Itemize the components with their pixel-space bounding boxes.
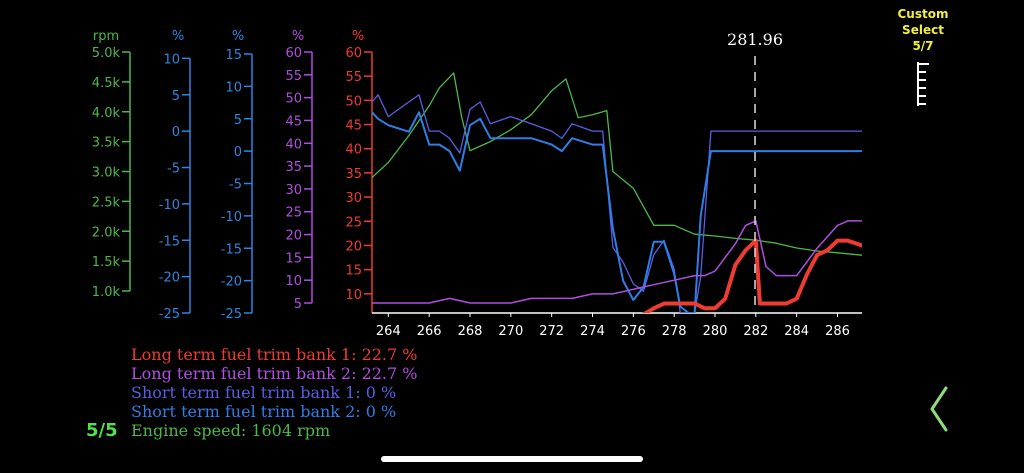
y-tick-label: -10 [221, 210, 242, 225]
y-tick-label: 3.0k [92, 166, 121, 181]
y-tick-label: 10 [163, 52, 180, 67]
y-tick-label: 20 [345, 239, 362, 254]
y-tick-label: 4.5k [92, 76, 121, 91]
y-tick-label: -20 [221, 275, 242, 290]
x-tick-label: 280 [703, 324, 728, 339]
y-axis-unit: % [232, 29, 244, 44]
y-tick-label: 0 [234, 145, 242, 160]
x-tick-label: 284 [784, 324, 809, 339]
y-tick-label: -5 [167, 162, 180, 177]
y-axis-rpm: rpm 5.0k 4.5k 4.0k 3.5k 3.0k 2.5k 2.0k 1.5k 1.0k [92, 29, 131, 300]
y-tick-label: 15 [345, 264, 362, 279]
series-stft-bank2 [372, 111, 862, 313]
x-tick-label: 272 [539, 324, 564, 339]
x-tick-label: 266 [417, 324, 442, 339]
y-tick-label: 3.5k [92, 136, 121, 151]
y-tick-label: 30 [345, 191, 362, 206]
y-axis-ltft1: % 60 55 50 45 40 35 30 25 20 15 10 [345, 29, 373, 313]
legend-engine-speed: Engine speed: 1604 rpm [131, 421, 331, 440]
y-tick-label: 30 [285, 183, 302, 198]
y-tick-label: -25 [159, 307, 180, 322]
y-axis-stft2: % 15 10 5 0 -5 -10 -15 -20 -25 [221, 29, 253, 322]
custom-select-label-2: Select [902, 23, 944, 37]
x-tick-label: 282 [743, 324, 768, 339]
y-axis-unit: rpm [93, 29, 119, 44]
axis-tick-icon [917, 62, 929, 106]
y-tick-label: 35 [345, 167, 362, 182]
y-tick-label: 0 [172, 125, 180, 140]
y-tick-label: 4.0k [92, 106, 121, 121]
cursor-label: 281.96 [727, 30, 783, 49]
x-tick-label: 276 [621, 324, 646, 339]
y-tick-label: 25 [345, 215, 362, 230]
y-tick-label: 40 [285, 137, 302, 152]
y-tick-label: -15 [221, 242, 242, 257]
y-tick-label: 35 [285, 160, 302, 175]
x-tick-label: 270 [498, 324, 523, 339]
y-tick-label: 15 [225, 48, 242, 63]
y-tick-label: 2.0k [92, 225, 121, 240]
y-tick-label: 55 [345, 70, 362, 85]
y-tick-label: -10 [159, 198, 180, 213]
y-axis-unit: % [352, 29, 364, 44]
y-tick-label: 20 [285, 229, 302, 244]
series-ltft-bank1 [641, 238, 862, 313]
legend-ltft-bank2: Long term fuel trim bank 2: 22.7 % [131, 364, 418, 383]
y-tick-label: 1.5k [92, 255, 121, 270]
y-tick-label: 60 [285, 46, 302, 61]
y-tick-label: -15 [159, 234, 180, 249]
y-axis-stft1: % 10 5 0 -5 -10 -15 -20 -25 [159, 29, 191, 322]
y-tick-label: 5 [234, 113, 242, 128]
y-tick-label: 2.5k [92, 195, 121, 210]
y-axis-unit: % [172, 29, 184, 44]
legend-stft-bank1: Short term fuel trim bank 1: 0 % [131, 383, 397, 402]
y-tick-label: 5 [294, 297, 302, 312]
y-tick-label: 10 [225, 80, 242, 95]
y-tick-label: 15 [285, 251, 302, 266]
custom-select-count: 5/7 [912, 39, 934, 53]
home-indicator[interactable] [381, 456, 643, 462]
y-tick-label: 40 [345, 143, 362, 158]
y-tick-label: 1.0k [92, 285, 121, 300]
y-tick-label: 25 [285, 206, 302, 221]
x-tick-label: 264 [376, 324, 401, 339]
x-tick-label: 286 [825, 324, 850, 339]
y-axis-ltft2: % 60 55 50 45 40 35 30 25 20 15 10 5 [285, 29, 313, 312]
x-axis-ticks: 264 266 268 270 272 274 276 278 280 282 284 286 [376, 313, 850, 339]
custom-select-button[interactable]: Custom Select 5/7 [880, 6, 966, 110]
legend: Long term fuel trim bank 1: 22.7 % Long … [131, 345, 417, 440]
y-tick-label: 10 [285, 274, 302, 289]
y-tick-label: 50 [285, 92, 302, 107]
cursor[interactable]: 281.96 [727, 30, 783, 313]
x-tick-label: 274 [580, 324, 605, 339]
y-tick-label: 60 [345, 46, 362, 61]
y-tick-label: 45 [345, 119, 362, 134]
chevron-left-icon[interactable] [924, 384, 954, 434]
y-tick-label: -5 [229, 178, 242, 193]
custom-select-label-1: Custom [897, 7, 949, 21]
y-axes: rpm 5.0k 4.5k 4.0k 3.5k 3.0k 2.5k 2.0k 1.5k 1.0k%… [92, 29, 373, 322]
y-tick-label: -20 [159, 271, 180, 286]
y-tick-label: 5.0k [92, 46, 121, 61]
legend-ltft-bank1: Long term fuel trim bank 1: 22.7 % [131, 345, 418, 364]
y-tick-label: 10 [345, 288, 362, 303]
x-tick-label: 278 [662, 324, 687, 339]
series-ltft-bank2 [372, 220, 862, 304]
y-tick-label: 45 [285, 114, 302, 129]
legend-stft-bank2: Short term fuel trim bank 2: 0 % [131, 402, 397, 421]
series-engine-speed [372, 72, 862, 256]
y-tick-label: 5 [172, 89, 180, 104]
y-tick-label: 50 [345, 94, 362, 109]
page-indicator: 5/5 [86, 420, 118, 441]
y-tick-label: -25 [221, 307, 242, 322]
series-stft-bank1 [372, 94, 862, 313]
y-axis-unit: % [292, 29, 304, 44]
y-tick-label: 55 [285, 69, 302, 84]
x-tick-label: 268 [458, 324, 483, 339]
data-series [372, 72, 862, 313]
